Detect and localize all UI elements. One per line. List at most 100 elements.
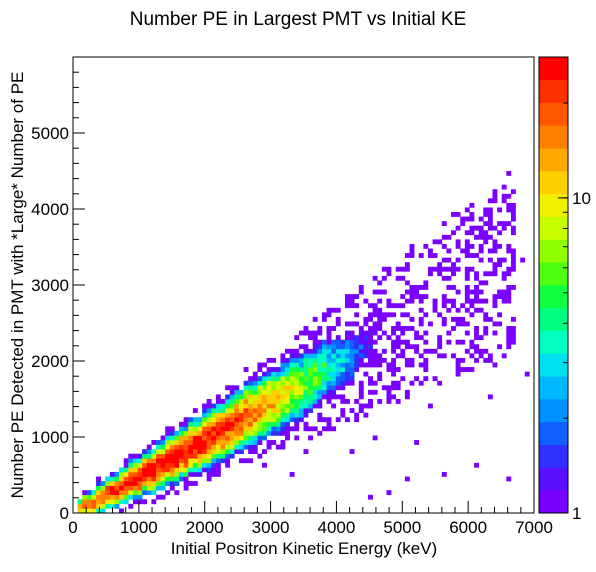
heatmap-bin bbox=[377, 289, 383, 295]
heatmap-bin bbox=[192, 444, 198, 450]
heatmap-bin bbox=[248, 394, 254, 400]
heatmap-bin bbox=[349, 335, 355, 341]
heatmap-bin bbox=[474, 294, 479, 299]
colorbar-segment bbox=[539, 467, 568, 491]
heatmap-bin bbox=[211, 408, 217, 413]
heatmap-bin bbox=[460, 321, 466, 327]
heatmap-bin bbox=[386, 312, 392, 318]
heatmap-bin bbox=[243, 408, 249, 413]
heatmap-bin bbox=[179, 458, 184, 464]
heatmap-bin bbox=[155, 458, 161, 464]
heatmap-bin bbox=[294, 357, 300, 363]
heatmap-bin bbox=[312, 348, 318, 354]
heatmap-bin bbox=[381, 348, 387, 354]
heatmap-bin bbox=[363, 371, 369, 377]
heatmap-bin bbox=[211, 430, 217, 436]
heatmap-bin bbox=[363, 330, 369, 336]
heatmap-bin bbox=[335, 394, 341, 400]
heatmap-bin bbox=[427, 253, 433, 258]
heatmap-bin bbox=[432, 376, 438, 382]
heatmap-bin bbox=[441, 294, 447, 299]
heatmap-bin bbox=[238, 430, 244, 436]
heatmap-bin bbox=[524, 371, 530, 377]
heatmap-bin bbox=[271, 408, 277, 413]
heatmap-bin bbox=[441, 234, 447, 240]
heatmap-bin bbox=[238, 417, 244, 423]
heatmap-bin bbox=[109, 490, 115, 496]
heatmap-bin bbox=[105, 499, 111, 505]
heatmap-bin bbox=[349, 367, 355, 372]
heatmap-bin bbox=[280, 403, 286, 409]
heatmap-bin bbox=[386, 298, 392, 304]
heatmap-bin bbox=[285, 435, 290, 441]
heatmap-bin bbox=[285, 367, 290, 372]
heatmap-bin bbox=[326, 394, 332, 400]
heatmap-bin bbox=[174, 444, 180, 450]
heatmap-bin bbox=[225, 403, 231, 409]
heatmap-bin bbox=[285, 417, 290, 423]
colorbar-segment bbox=[539, 376, 568, 400]
heatmap-bin bbox=[220, 458, 226, 464]
heatmap-bin bbox=[501, 298, 507, 304]
heatmap-bin bbox=[437, 335, 443, 341]
colorbar-frame bbox=[538, 56, 569, 514]
heatmap-bin bbox=[437, 312, 443, 318]
heatmap-bin bbox=[220, 426, 226, 432]
heatmap-bin bbox=[391, 330, 396, 336]
heatmap-bin bbox=[238, 403, 244, 409]
heatmap-bin bbox=[238, 412, 244, 418]
heatmap-bin bbox=[151, 471, 157, 477]
heatmap-bin bbox=[169, 471, 175, 477]
heatmap-bin bbox=[391, 339, 396, 345]
heatmap-bin bbox=[192, 435, 198, 441]
heatmap-bin bbox=[275, 376, 281, 382]
heatmap-bin bbox=[400, 326, 406, 331]
heatmap-bin bbox=[174, 471, 180, 477]
heatmap-bin bbox=[409, 298, 415, 304]
heatmap-bin bbox=[441, 316, 447, 322]
heatmap-bin bbox=[455, 225, 461, 231]
heatmap-bin bbox=[414, 285, 420, 290]
heatmap-bin bbox=[395, 326, 401, 331]
heatmap-bin bbox=[363, 316, 369, 322]
heatmap-bin bbox=[179, 435, 184, 441]
heatmap-bin bbox=[469, 339, 475, 345]
heatmap-bin bbox=[478, 225, 484, 231]
heatmap-bin bbox=[441, 303, 447, 309]
heatmap-bin bbox=[179, 440, 184, 445]
heatmap-bin bbox=[123, 490, 129, 496]
heatmap-bin bbox=[160, 435, 166, 441]
heatmap-bin bbox=[114, 503, 120, 509]
heatmap-bin bbox=[225, 394, 231, 400]
heatmap-bin bbox=[441, 298, 447, 304]
heatmap-bin bbox=[326, 385, 332, 391]
heatmap-bin bbox=[451, 298, 456, 304]
heatmap-bin bbox=[229, 417, 235, 423]
heatmap-bin bbox=[119, 476, 125, 482]
heatmap-bin bbox=[285, 430, 290, 436]
heatmap-bin bbox=[197, 417, 203, 423]
heatmap-bin bbox=[262, 426, 267, 432]
heatmap-bin bbox=[183, 467, 189, 473]
heatmap-bin bbox=[326, 348, 332, 354]
heatmap-bin bbox=[252, 449, 258, 455]
heatmap-bin bbox=[169, 444, 175, 450]
heatmap-bin bbox=[197, 462, 203, 468]
heatmap-bin bbox=[451, 271, 456, 277]
heatmap-bin bbox=[229, 444, 235, 450]
heatmap-bin bbox=[183, 485, 189, 491]
heatmap-bin bbox=[414, 294, 420, 299]
heatmap-bin bbox=[432, 298, 438, 304]
heatmap-bin bbox=[229, 440, 235, 445]
heatmap-bin bbox=[206, 412, 212, 418]
heatmap-bin bbox=[298, 385, 304, 391]
heatmap-bin bbox=[298, 389, 304, 395]
heatmap-bin bbox=[372, 307, 378, 313]
heatmap-bin bbox=[142, 449, 148, 455]
heatmap-bin bbox=[372, 312, 378, 318]
heatmap-bin bbox=[211, 417, 217, 423]
heatmap-bin bbox=[285, 399, 290, 404]
heatmap-bin bbox=[368, 312, 373, 318]
heatmap-bin bbox=[298, 376, 304, 382]
